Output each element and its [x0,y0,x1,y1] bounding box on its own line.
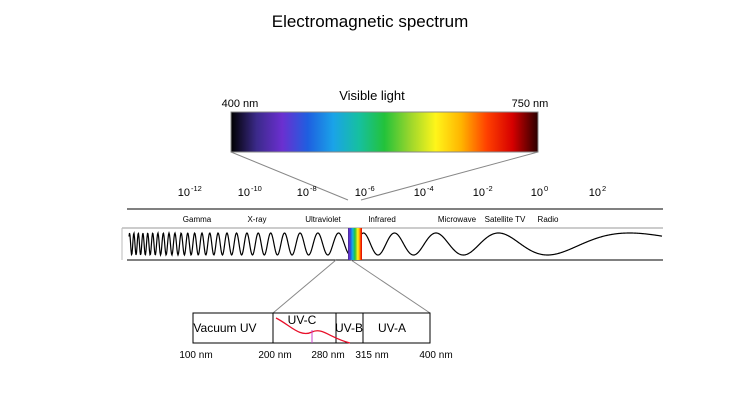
tick-label: 10 [531,187,543,199]
uv-wavelength-280: 280 nm [311,350,344,361]
tick-label: 10 [238,187,250,199]
tick-label: 10 [473,187,485,199]
zoom-line-uv-left [272,259,337,314]
tick-exponent: -2 [486,184,493,193]
tick-exponent: -8 [310,184,317,193]
diagram-title: Electromagnetic spectrum [272,12,469,31]
band-label: Ultraviolet [305,215,341,224]
band-labels: Gamma X-ray Ultraviolet Infrared Microwave Sa… [183,215,559,224]
zoom-line-uv-right [350,259,431,314]
uv-wavelength-315: 315 nm [355,350,388,361]
uv-wavelength-400: 400 nm [419,350,452,361]
tick-exponent: -6 [368,184,375,193]
uv-segment-uvb: UV-B [335,321,363,335]
zoom-line-visible-left [230,151,349,201]
visible-spectrum-bar [230,111,539,153]
tick-label: 10 [355,187,367,199]
wavelength-scale: 10 -12 10 -10 10 -8 10 -6 10 -4 10 -2 10 0 10 2 [178,184,606,199]
uv-wavelength-200: 200 nm [258,350,291,361]
band-label: Infrared [368,215,396,224]
band-label: Microwave [438,215,477,224]
band-label: Satellite TV [485,215,526,224]
tick-label: 10 [589,187,601,199]
tick-exponent: 0 [544,184,548,193]
uv-segment-vacuum: Vacuum UV [193,321,256,335]
uv-segment-uvc: UV-C [288,313,317,327]
tick-label: 10 [414,187,426,199]
tick-exponent: -4 [427,184,434,193]
band-label: Radio [538,215,559,224]
wave-curve [128,231,663,257]
band-label: Gamma [183,215,212,224]
tick-label: 10 [178,187,190,199]
visible-light-label: Visible light [339,88,405,103]
tick-exponent: 2 [602,184,606,193]
uv-wavelength-100: 100 nm [179,350,212,361]
band-label: X-ray [247,215,266,224]
uv-segment-uva: UV-A [378,321,406,335]
visible-start-label: 400 nm [222,98,259,110]
tick-exponent: -10 [251,184,262,193]
tick-label: 10 [297,187,309,199]
zoom-line-visible-right [360,151,539,201]
visible-end-label: 750 nm [512,98,549,110]
visible-strip [348,228,362,260]
tick-exponent: -12 [191,184,202,193]
